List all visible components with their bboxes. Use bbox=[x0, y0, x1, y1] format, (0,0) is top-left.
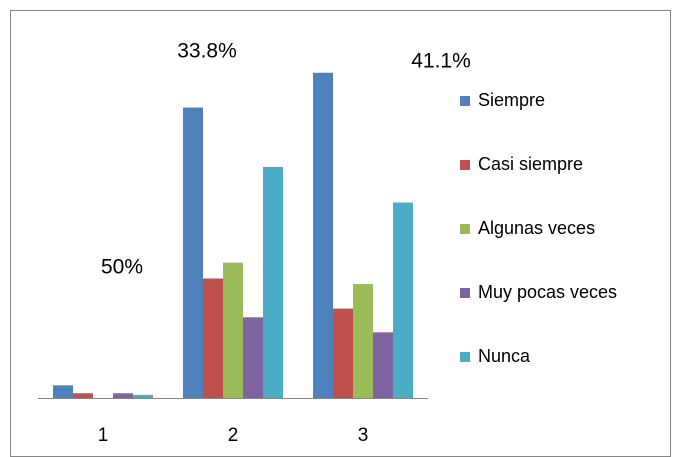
bar bbox=[203, 278, 223, 398]
bar bbox=[243, 317, 263, 398]
legend-label: Muy pocas veces bbox=[478, 282, 617, 302]
legend-label: Nunca bbox=[478, 346, 531, 366]
bar bbox=[263, 166, 283, 398]
legend-label: Algunas veces bbox=[478, 218, 595, 238]
legend-label: Casi siempre bbox=[478, 154, 583, 174]
bar bbox=[53, 385, 73, 398]
legend-swatch bbox=[460, 96, 470, 106]
bar bbox=[183, 107, 203, 398]
x-tick-label: 3 bbox=[358, 425, 369, 446]
annotation: 50% bbox=[101, 256, 143, 279]
bar bbox=[73, 393, 93, 398]
bar bbox=[113, 393, 133, 398]
bar bbox=[393, 202, 413, 398]
bar bbox=[353, 284, 373, 398]
legend-swatch bbox=[460, 160, 470, 170]
annotation: 33.8% bbox=[177, 40, 237, 63]
bar bbox=[333, 308, 353, 398]
bar bbox=[313, 72, 333, 399]
legend-swatch bbox=[460, 288, 470, 298]
x-tick-label: 2 bbox=[228, 425, 239, 446]
bar bbox=[133, 394, 153, 398]
legend-swatch bbox=[460, 352, 470, 362]
annotation: 41.1% bbox=[411, 50, 471, 73]
legend-label: Siempre bbox=[478, 90, 545, 110]
bar bbox=[223, 262, 243, 398]
bar bbox=[373, 332, 393, 398]
x-tick-label: 1 bbox=[98, 425, 109, 446]
legend-swatch bbox=[460, 224, 470, 234]
